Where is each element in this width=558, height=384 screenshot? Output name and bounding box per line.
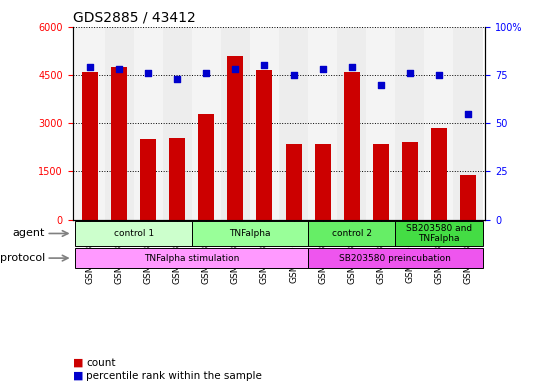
Bar	[111, 67, 127, 220]
Bar	[250, 27, 279, 220]
Bar	[308, 27, 337, 220]
Bar	[75, 248, 308, 268]
Bar	[133, 27, 163, 220]
Text: control 2: control 2	[331, 229, 372, 238]
Point	[143, 70, 152, 76]
Bar	[431, 128, 447, 220]
Bar	[454, 27, 483, 220]
Bar	[395, 221, 483, 246]
Bar	[228, 56, 243, 220]
Point	[406, 70, 415, 76]
Text: GDS2885 / 43412: GDS2885 / 43412	[73, 10, 195, 24]
Bar	[221, 27, 250, 220]
Point	[347, 64, 356, 70]
Bar	[140, 139, 156, 220]
Text: SB203580 preincubation: SB203580 preincubation	[339, 253, 451, 263]
Point	[289, 72, 298, 78]
Bar	[169, 138, 185, 220]
Bar	[82, 72, 98, 220]
Point	[376, 82, 385, 88]
Point	[318, 66, 327, 72]
Bar	[344, 72, 360, 220]
Bar	[75, 221, 192, 246]
Point	[202, 70, 211, 76]
Bar	[192, 221, 308, 246]
Bar	[366, 27, 395, 220]
Bar	[395, 27, 425, 220]
Text: percentile rank within the sample: percentile rank within the sample	[86, 371, 262, 381]
Bar	[460, 175, 476, 220]
Bar	[163, 27, 192, 220]
Bar	[425, 27, 454, 220]
Text: agent: agent	[12, 228, 45, 238]
Text: count: count	[86, 358, 116, 368]
Point	[435, 72, 444, 78]
Bar	[192, 27, 221, 220]
Bar	[308, 221, 395, 246]
Bar	[75, 27, 104, 220]
Bar	[402, 142, 418, 220]
Bar	[286, 144, 301, 220]
Point	[114, 66, 123, 72]
Bar	[279, 27, 308, 220]
Bar	[315, 144, 330, 220]
Text: protocol: protocol	[0, 253, 45, 263]
Point	[173, 76, 182, 82]
Bar	[373, 144, 389, 220]
Text: control 1: control 1	[113, 229, 153, 238]
Text: ■: ■	[73, 371, 83, 381]
Bar	[337, 27, 366, 220]
Text: TNFalpha stimulation: TNFalpha stimulation	[144, 253, 239, 263]
Bar	[257, 70, 272, 220]
Bar	[308, 248, 483, 268]
Bar	[198, 114, 214, 220]
Text: TNFalpha: TNFalpha	[229, 229, 271, 238]
Point	[85, 64, 94, 70]
Point	[464, 111, 473, 117]
Bar	[104, 27, 133, 220]
Text: SB203580 and
TNFalpha: SB203580 and TNFalpha	[406, 224, 472, 243]
Point	[231, 66, 240, 72]
Text: ■: ■	[73, 358, 83, 368]
Point	[260, 62, 269, 68]
